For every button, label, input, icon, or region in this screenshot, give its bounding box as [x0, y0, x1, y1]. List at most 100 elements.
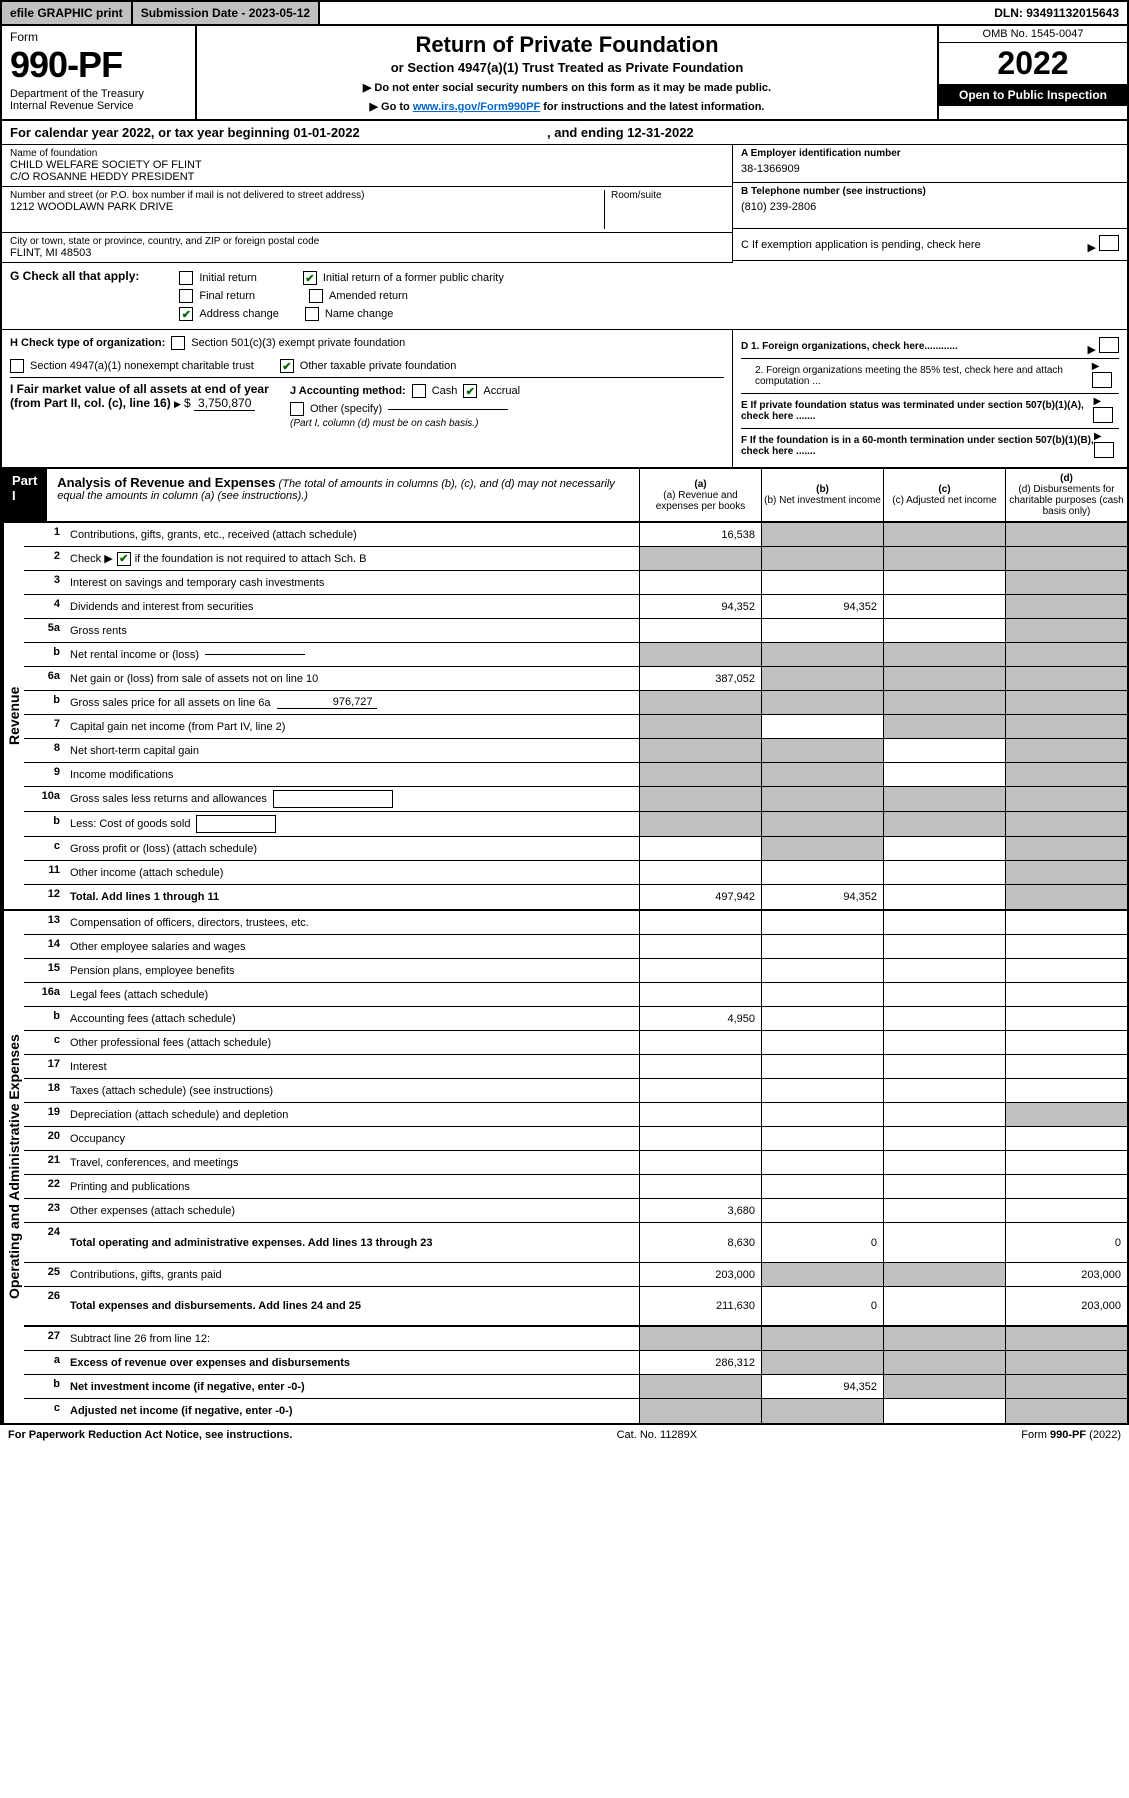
line-6b: b Gross sales price for all assets on li… — [24, 691, 1127, 715]
calendar-year-row: For calendar year 2022, or tax year begi… — [0, 121, 1129, 145]
l5a-d — [1005, 619, 1127, 642]
line-3: 3 Interest on savings and temporary cash… — [24, 571, 1127, 595]
l2-pre: Check ▶ — [70, 552, 113, 565]
l16a-num: 16a — [24, 983, 66, 1006]
l21-a — [639, 1151, 761, 1174]
foundation-name: CHILD WELFARE SOCIETY OF FLINT C/O ROSAN… — [10, 159, 724, 183]
phone-label: B Telephone number (see instructions) — [741, 186, 1119, 197]
l8-b — [761, 739, 883, 762]
footer-left: For Paperwork Reduction Act Notice, see … — [8, 1429, 292, 1441]
l27a-d — [1005, 1351, 1127, 1374]
cb-4947[interactable] — [10, 359, 24, 373]
cb-accrual[interactable] — [463, 384, 477, 398]
part1-title-main: Analysis of Revenue and Expenses — [57, 475, 275, 490]
revenue-table: Revenue 1 Contributions, gifts, grants, … — [0, 523, 1129, 911]
line-4: 4 Dividends and interest from securities… — [24, 595, 1127, 619]
l23-c — [883, 1199, 1005, 1222]
f-checkbox[interactable] — [1094, 442, 1114, 458]
l10b-field — [196, 815, 276, 833]
cal-pre: For calendar year 2022, or tax year begi… — [10, 125, 293, 140]
irs-link[interactable]: www.irs.gov/Form990PF — [413, 101, 540, 113]
cb-address[interactable] — [179, 307, 193, 321]
l7-label: Capital gain net income (from Part IV, l… — [66, 715, 639, 738]
l20-c — [883, 1127, 1005, 1150]
cb-final[interactable] — [179, 289, 193, 303]
cb-amended[interactable] — [309, 289, 323, 303]
form-label: Form — [10, 30, 187, 44]
l23-label: Other expenses (attach schedule) — [66, 1199, 639, 1222]
line-8: 8 Net short-term capital gain — [24, 739, 1127, 763]
line-20: 20Occupancy — [24, 1127, 1127, 1151]
line-24: 24Total operating and administrative exp… — [24, 1223, 1127, 1263]
l5a-b — [761, 619, 883, 642]
l6b-d — [1005, 691, 1127, 714]
l10b-text: Less: Cost of goods sold — [70, 818, 190, 830]
cb-cash[interactable] — [412, 384, 426, 398]
cb-initial-former[interactable] — [303, 271, 317, 285]
cb-501c3[interactable] — [171, 336, 185, 350]
l10c-b — [761, 837, 883, 860]
cb-other-taxable[interactable] — [280, 359, 294, 373]
phone-cell: B Telephone number (see instructions) (8… — [733, 183, 1127, 229]
def-right: D 1. Foreign organizations, check here..… — [732, 330, 1127, 467]
l5b-a — [639, 643, 761, 666]
d2-checkbox[interactable] — [1092, 372, 1112, 388]
e-checkbox[interactable] — [1093, 407, 1113, 423]
cb-name-change[interactable] — [305, 307, 319, 321]
col-c-header: (c)(c) Adjusted net income — [883, 469, 1005, 521]
main-title: Return of Private Foundation — [209, 32, 925, 58]
line-23: 23Other expenses (attach schedule)3,680 — [24, 1199, 1127, 1223]
j-cash: Cash — [432, 385, 458, 397]
tax-year: 2022 — [939, 43, 1127, 84]
l10b-label: Less: Cost of goods sold — [66, 812, 639, 836]
cb-initial[interactable] — [179, 271, 193, 285]
l11-d — [1005, 861, 1127, 884]
l10c-label: Gross profit or (loss) (attach schedule) — [66, 837, 639, 860]
l16b-b — [761, 1007, 883, 1030]
l15-num: 15 — [24, 959, 66, 982]
l24-label: Total operating and administrative expen… — [66, 1223, 639, 1262]
l27c-a — [639, 1399, 761, 1423]
addr-value: 1212 WOODLAWN PARK DRIVE — [10, 201, 604, 213]
l27b-c — [883, 1375, 1005, 1398]
l27c-label: Adjusted net income (if negative, enter … — [66, 1399, 639, 1423]
col-a-header: (a)(a) Revenue and expenses per books — [639, 469, 761, 521]
form-number: 990-PF — [10, 44, 187, 86]
cb-schb[interactable] — [117, 552, 131, 566]
c-checkbox[interactable] — [1099, 235, 1119, 251]
h-501c3: Section 501(c)(3) exempt private foundat… — [191, 337, 405, 349]
revenue-label: Revenue — [2, 523, 24, 909]
expenses-body: 13Compensation of officers, directors, t… — [24, 911, 1127, 1423]
l10c-num: c — [24, 837, 66, 860]
l18-d — [1005, 1079, 1127, 1102]
line-19: 19Depreciation (attach schedule) and dep… — [24, 1103, 1127, 1127]
l1-b — [761, 523, 883, 546]
l10b-d — [1005, 812, 1127, 836]
l8-d — [1005, 739, 1127, 762]
line-25: 25Contributions, gifts, grants paid203,0… — [24, 1263, 1127, 1287]
l9-c — [883, 763, 1005, 786]
l13-label: Compensation of officers, directors, tru… — [66, 911, 639, 934]
l23-d — [1005, 1199, 1127, 1222]
l14-a — [639, 935, 761, 958]
g-label: G Check all that apply: — [10, 269, 139, 323]
l5b-b — [761, 643, 883, 666]
l5b-c — [883, 643, 1005, 666]
line-11: 11 Other income (attach schedule) — [24, 861, 1127, 885]
l6b-c — [883, 691, 1005, 714]
l16b-label: Accounting fees (attach schedule) — [66, 1007, 639, 1030]
name-cell: Name of foundation CHILD WELFARE SOCIETY… — [2, 145, 732, 187]
instr2-pre: ▶ Go to — [370, 101, 413, 113]
l3-b — [761, 571, 883, 594]
instr2-post: for instructions and the latest informat… — [540, 101, 764, 113]
line-10b: b Less: Cost of goods sold — [24, 812, 1127, 837]
l6b-val: 976,727 — [277, 696, 377, 709]
l9-num: 9 — [24, 763, 66, 786]
l5b-label: Net rental income or (loss) — [66, 643, 639, 666]
l16b-d — [1005, 1007, 1127, 1030]
l27a-c — [883, 1351, 1005, 1374]
cb-other-method[interactable] — [290, 402, 304, 416]
l19-b — [761, 1103, 883, 1126]
l5b-text: Net rental income or (loss) — [70, 649, 199, 661]
d1-checkbox[interactable] — [1099, 337, 1119, 353]
